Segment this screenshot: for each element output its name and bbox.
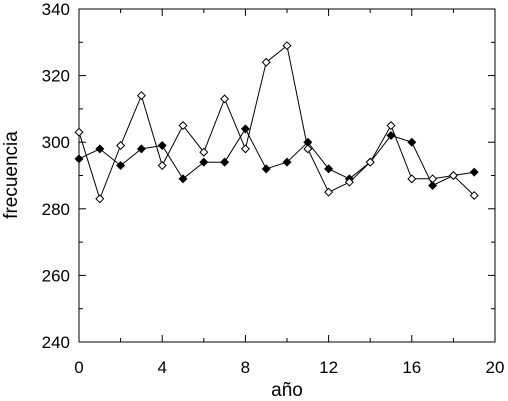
series-2 (74, 41, 479, 204)
data-point (469, 190, 479, 200)
data-point (344, 177, 354, 187)
x-tick-label: 0 (74, 358, 83, 377)
x-tick-label: 16 (402, 358, 421, 377)
data-point (303, 144, 313, 154)
data-point (136, 144, 146, 154)
data-point (199, 147, 209, 157)
x-tick-label: 12 (319, 358, 338, 377)
data-point (240, 124, 250, 134)
data-point (95, 144, 105, 154)
y-tick-label: 320 (42, 67, 70, 86)
data-point (282, 157, 292, 167)
data-point (178, 121, 188, 131)
data-point (428, 180, 438, 190)
data-point (282, 41, 292, 51)
data-point (386, 121, 396, 131)
tick-labels: 0 4 8 12 16 20 240 260 280 300 320 340 (42, 0, 505, 377)
data-point (448, 170, 458, 181)
axis-ticks (78, 8, 496, 343)
y-tick-label: 240 (42, 333, 70, 352)
data-point (74, 154, 84, 164)
x-tick-label: 8 (241, 358, 250, 377)
data-point (220, 157, 230, 167)
y-tick-label: 280 (42, 200, 70, 219)
data-point (157, 141, 167, 151)
data-point (469, 167, 479, 177)
y-tick-label: 300 (42, 133, 70, 152)
data-point (116, 161, 126, 171)
data-point (407, 174, 417, 184)
data-point (324, 164, 334, 174)
series-layer (74, 41, 479, 204)
y-tick-label: 260 (42, 266, 70, 285)
data-point (178, 174, 188, 184)
data-point (261, 164, 271, 174)
data-point (199, 157, 209, 167)
data-point (261, 57, 271, 67)
x-tick-label: 4 (157, 358, 166, 377)
data-point (95, 194, 105, 204)
series-1 (74, 124, 479, 190)
y-tick-label: 340 (42, 0, 70, 19)
series-line (78, 127, 475, 187)
data-point (136, 91, 146, 101)
data-point (407, 137, 417, 147)
data-point (74, 127, 84, 137)
data-point (157, 161, 167, 171)
data-point (220, 94, 230, 104)
x-axis-title: año (271, 380, 303, 401)
data-point (386, 131, 396, 141)
data-point (324, 187, 334, 197)
data-point (428, 174, 438, 184)
x-tick-label: 20 (486, 358, 505, 377)
data-point (365, 157, 375, 167)
data-point (116, 141, 126, 151)
series-line (78, 44, 475, 201)
data-point (240, 144, 250, 154)
y-axis-title: frecuencia (1, 131, 22, 219)
